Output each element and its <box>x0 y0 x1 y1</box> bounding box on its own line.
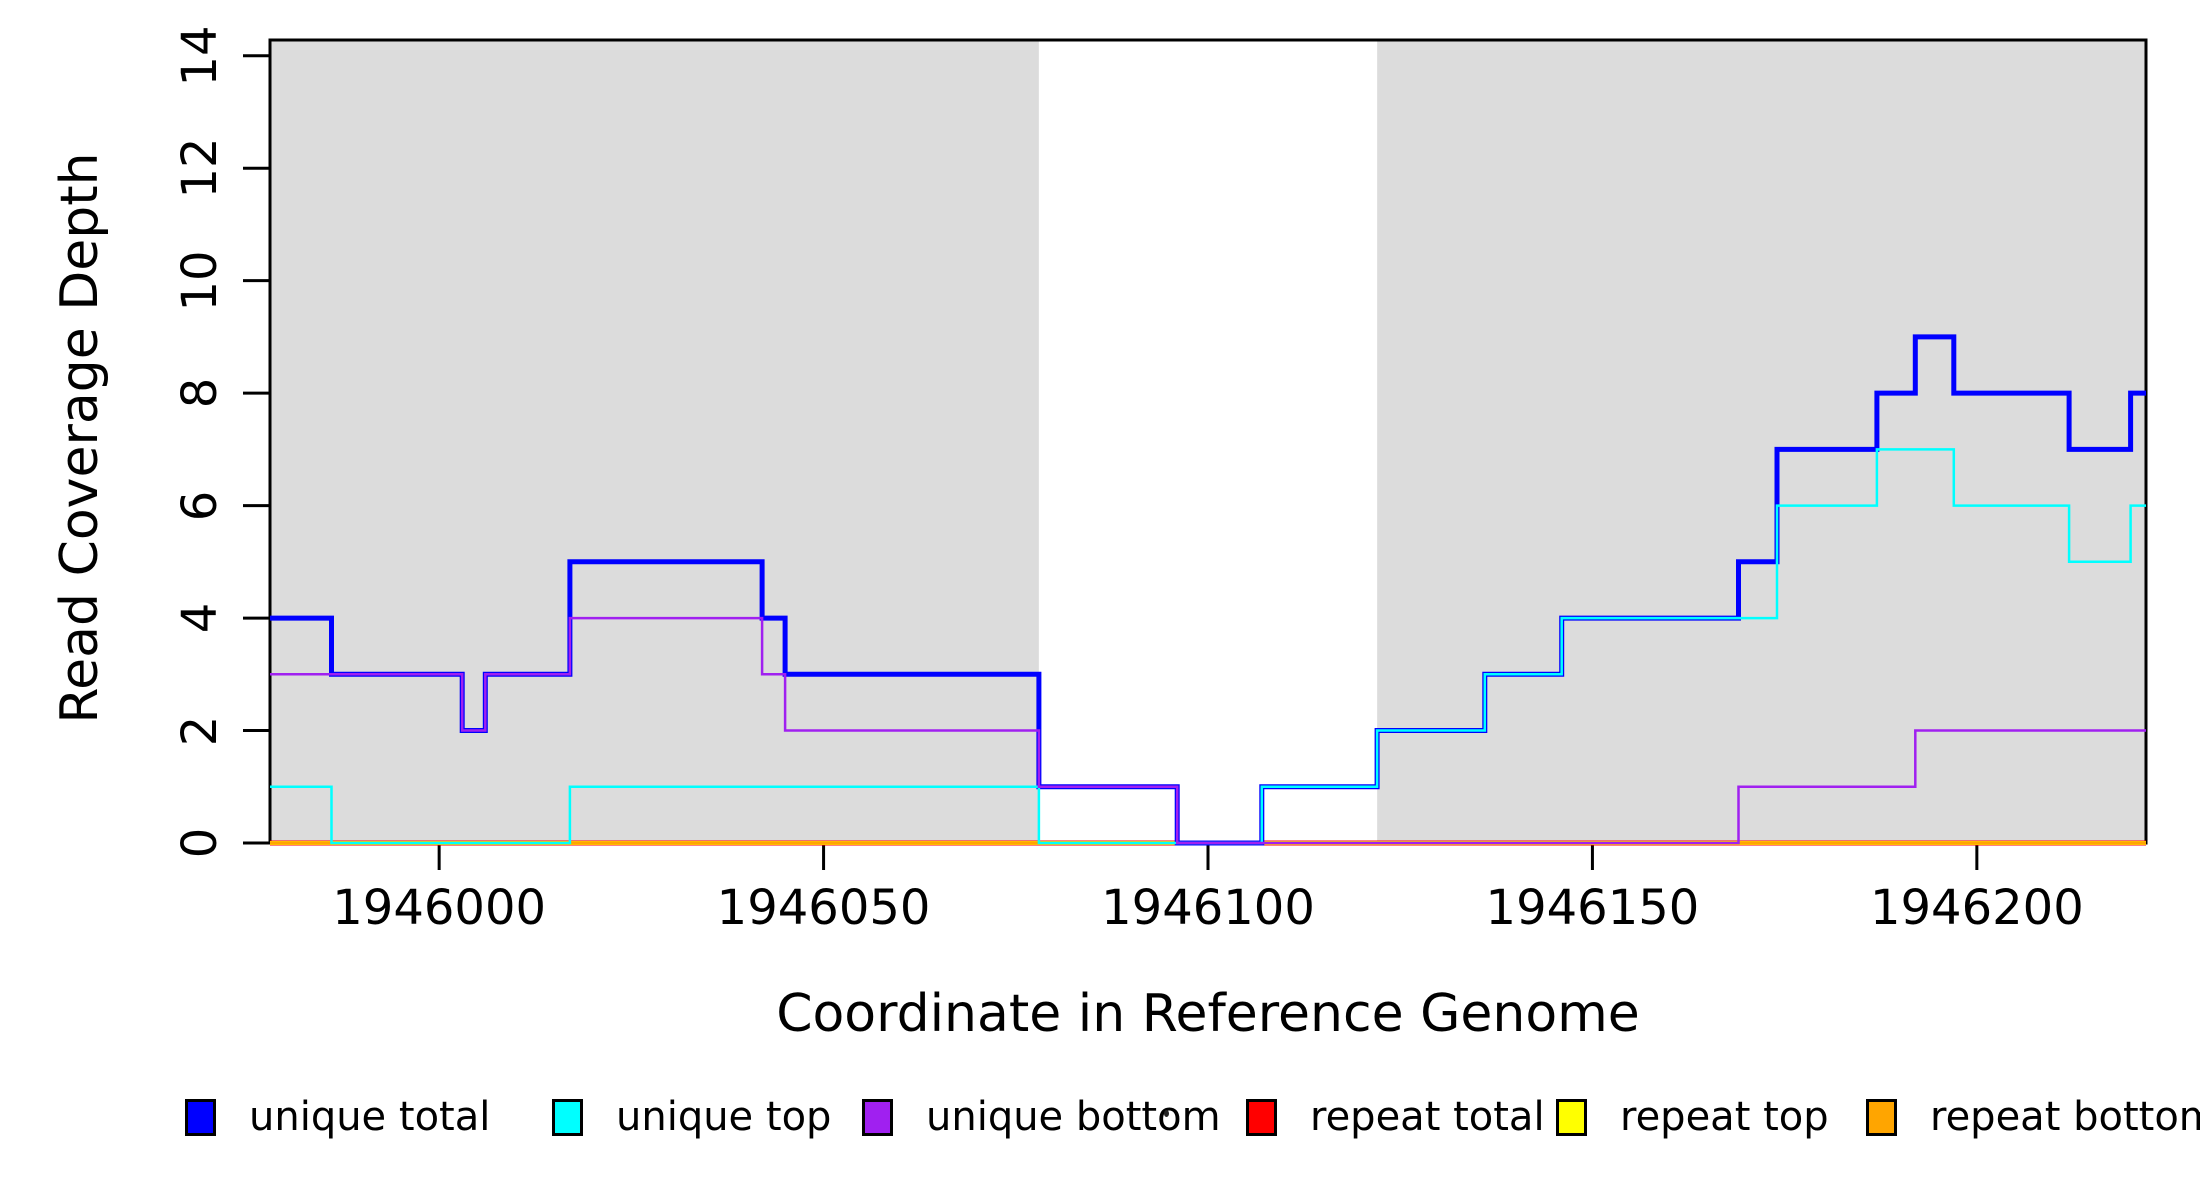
y-tick-label: 8 <box>172 377 228 409</box>
legend-item-repeat-bottom: repeat bottom <box>1866 1094 2200 1140</box>
legend-label: unique total <box>249 1094 491 1140</box>
legend-swatch-repeat-bottom <box>1866 1098 1897 1136</box>
series-unique-bottom <box>270 616 2146 845</box>
legend-swatch-repeat-total <box>1246 1098 1277 1136</box>
legend-item-unique-total: unique total <box>185 1094 490 1140</box>
x-tick-label: 1946100 <box>1101 880 1315 936</box>
y-tick-label: 4 <box>172 602 228 634</box>
y-axis-title: Read Coverage Depth <box>50 152 110 724</box>
y-tick-label: 14 <box>172 25 228 87</box>
legend-label: repeat bottom <box>1930 1094 2200 1140</box>
legend-label: unique bottom <box>926 1094 1221 1140</box>
y-tick-label: 6 <box>172 490 228 521</box>
legend-label: repeat total <box>1310 1094 1545 1140</box>
y-tick-label: 0 <box>172 827 228 859</box>
legend-item-repeat-top: repeat top <box>1556 1094 1829 1140</box>
stray-mark <box>1164 1110 1169 1117</box>
y-tick-label: 2 <box>172 715 228 746</box>
series-unique-top <box>270 448 2146 845</box>
x-tick-label: 1946050 <box>716 880 931 936</box>
legend-swatch-unique-bottom <box>862 1098 893 1136</box>
legend-swatch-unique-total <box>185 1098 216 1136</box>
legend-item-unique-top: unique top <box>552 1094 831 1140</box>
x-tick-label: 1946000 <box>332 880 547 936</box>
legend-item-repeat-total: repeat total <box>1246 1094 1545 1140</box>
legend-label: unique top <box>616 1094 832 1140</box>
shaded-region <box>270 40 1039 843</box>
legend-swatch-unique-top <box>552 1098 583 1136</box>
x-axis-title: Coordinate in Reference Genome <box>776 984 1640 1044</box>
x-tick-label: 1946150 <box>1485 880 1700 936</box>
y-tick-label: 10 <box>172 250 228 312</box>
legend-item-unique-bottom: unique bottom <box>862 1094 1221 1140</box>
x-tick-label: 1946200 <box>1869 880 2084 936</box>
y-tick-label: 12 <box>172 137 228 199</box>
legend-label: repeat top <box>1620 1094 1829 1140</box>
shaded-region <box>1377 40 2146 843</box>
legend-swatch-repeat-top <box>1556 1098 1587 1136</box>
